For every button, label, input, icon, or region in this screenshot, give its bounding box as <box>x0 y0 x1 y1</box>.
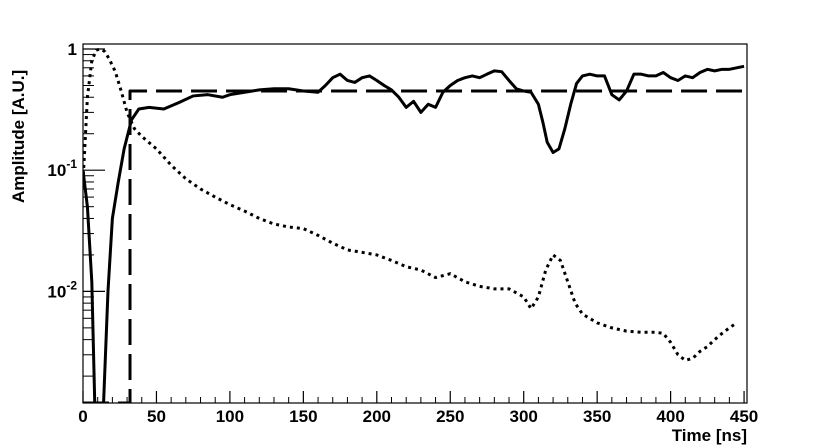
series-line-dashed <box>83 89 747 403</box>
axis-layer: 0 50 100 150 200 250 300 350 400 450 1 10-1 10-2 <box>47 40 758 426</box>
series-line-dotted <box>83 47 738 362</box>
x-tick-label: 400 <box>656 407 684 426</box>
plot-frame <box>82 43 748 404</box>
x-tick-label: 350 <box>583 407 611 426</box>
x-tick-label: 50 <box>147 407 166 426</box>
x-axis-title: Time [ns] <box>672 426 747 445</box>
x-tick-label: 450 <box>730 407 758 426</box>
x-tick-label: 200 <box>363 407 391 426</box>
x-tick-label: 300 <box>510 407 538 426</box>
x-tick-label: 150 <box>289 407 317 426</box>
y-tick-label: 10-2 <box>47 278 77 301</box>
x-tick-label: 0 <box>78 407 87 426</box>
series-layer <box>83 47 747 403</box>
y-tick-label: 10-1 <box>47 157 77 180</box>
y-axis-title: Amplitude [A.U.] <box>9 70 28 203</box>
series-line-solid <box>83 64 745 403</box>
x-tick-label: 100 <box>216 407 244 426</box>
y-tick-label: 1 <box>68 40 77 59</box>
x-tick-label: 250 <box>436 407 464 426</box>
